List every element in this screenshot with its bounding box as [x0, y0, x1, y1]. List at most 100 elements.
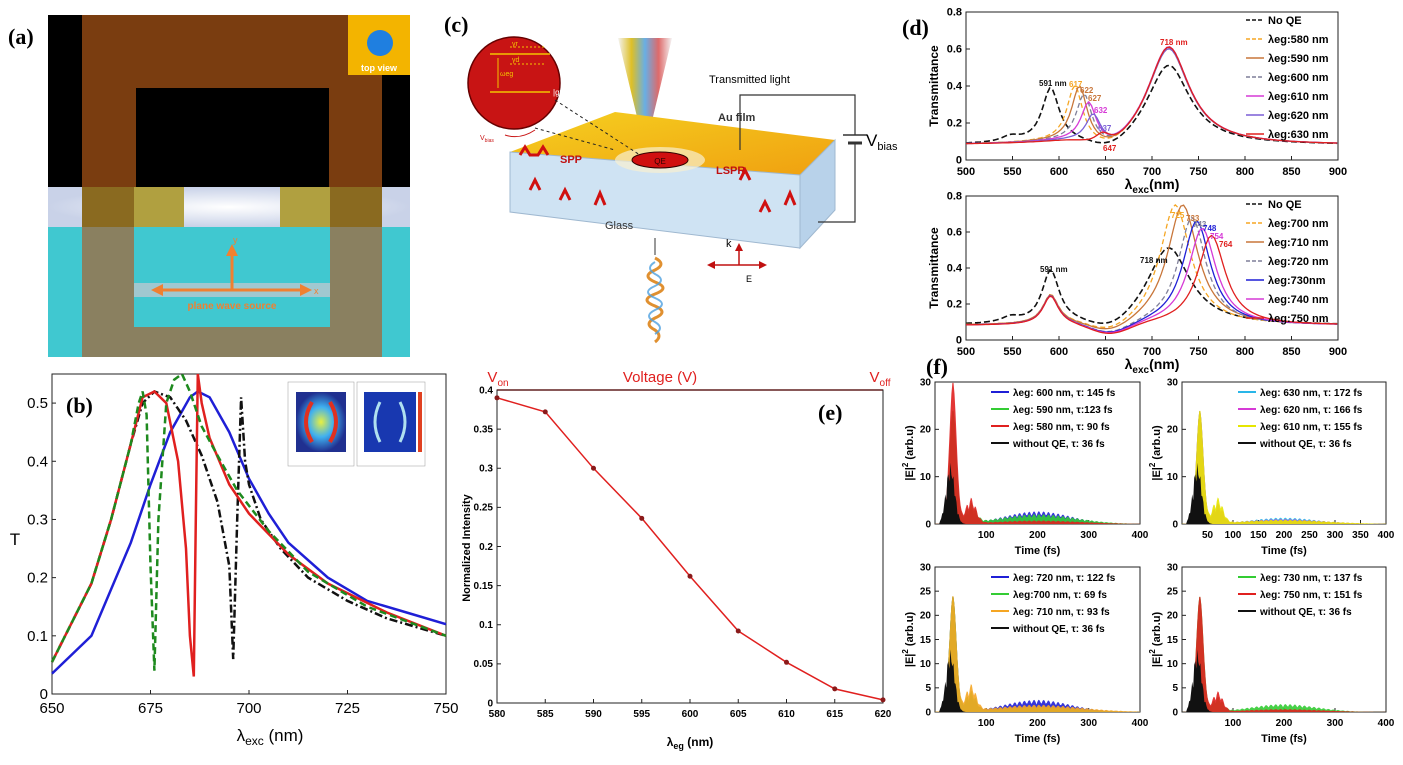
- panel-a: y x plane wave source top view (a): [8, 15, 410, 357]
- e-intensity-line: [496, 397, 884, 701]
- f2-chart: 50 100 150 200 250 300 350 400 0 10 20 30 λeg: 630 n…: [1148, 377, 1395, 557]
- y-tick-label: 0: [1172, 519, 1178, 530]
- b-series-blue: [51, 390, 447, 675]
- peak-annotation: 632: [1094, 106, 1108, 115]
- x-tick-label: 900: [1329, 346, 1347, 358]
- panel-label-e: (e): [818, 400, 842, 425]
- x-tick-label: 500: [957, 166, 975, 178]
- y-tick-label: 0: [40, 686, 48, 703]
- e-data-point: [880, 697, 886, 703]
- y-tick-label: 0: [925, 519, 931, 530]
- peak-annotation: 591 nm: [1040, 265, 1068, 274]
- legend-label: No QE: [1268, 15, 1302, 27]
- f3-ylabel: |E|2 (arb.u): [901, 612, 916, 668]
- y-tick-label: 0.4: [947, 263, 963, 275]
- d-bottom-ylabel: Transmittance: [927, 227, 941, 309]
- x-tick-label: 600: [1050, 166, 1068, 178]
- circuit-top: [739, 94, 856, 150]
- legend-label: λeg:700 nm: [1268, 218, 1329, 230]
- f4-chart: 100 200 300 400 0 5 10 15 20 25 30 λeg: 730 nm, τ: …: [1148, 562, 1395, 745]
- y-tick-label: 0.5: [27, 395, 48, 412]
- peak-annotation: 718 nm: [1140, 256, 1168, 265]
- x-tick-label: 605: [730, 709, 747, 720]
- y-tick-label: 0.8: [947, 191, 962, 203]
- k-label: k: [726, 238, 732, 250]
- f3-chart: 100 200 300 400 0 5 10 15 20 25 30 λeg: 720 nm, τ: …: [901, 562, 1149, 745]
- y-tick-label: 10: [920, 472, 932, 483]
- voltage-label: Voltage (V): [623, 369, 697, 386]
- circuit-bottom: [818, 143, 856, 223]
- y-tick-label: 0.2: [947, 299, 962, 311]
- x-tick-label: 615: [826, 709, 843, 720]
- y-tick-label: 0.3: [479, 464, 493, 475]
- x-tick-label: 620: [875, 709, 892, 720]
- y-tick-label: 0.1: [27, 628, 48, 645]
- x-tick-label: 750: [433, 700, 458, 717]
- f1-ylabel: |E|2 (arb.u): [901, 425, 916, 481]
- legend-label: λeg: 580 nm, τ: 90 fs: [1013, 422, 1110, 433]
- x-tick-label: 750: [1189, 346, 1207, 358]
- vbias-small: Vbias: [480, 135, 494, 144]
- y-tick-label: 0.4: [479, 385, 493, 396]
- peak-annotation: 725: [1171, 211, 1185, 220]
- e-data-point: [639, 515, 645, 521]
- e-data-point: [735, 628, 741, 634]
- panel-label-c: (c): [444, 12, 468, 37]
- x-tick-label: 100: [1225, 718, 1242, 729]
- b-inset: [287, 381, 426, 467]
- e-data-point: [687, 573, 693, 579]
- panel-label-f: (f): [926, 354, 948, 379]
- y-tick-label: 0.2: [479, 542, 493, 553]
- f3-plot-frame: [934, 566, 1141, 713]
- legend-label: λeg:610 nm: [1268, 91, 1329, 103]
- e-data-point: [494, 395, 500, 401]
- y-tick-label: 20: [1167, 425, 1179, 436]
- x-tick-label: 200: [1029, 530, 1046, 541]
- y-tick-label: 15: [1167, 635, 1179, 646]
- top-view-label: top view: [361, 63, 398, 73]
- y-tick-label: 0.6: [947, 227, 962, 239]
- f4-ylabel: |E|2 (arb.u): [1148, 612, 1163, 668]
- y-tick-label: 25: [920, 587, 932, 598]
- inset-map-f: [364, 392, 416, 452]
- f2-area-4: [1182, 462, 1386, 524]
- v-on-label: Von: [487, 369, 508, 389]
- x-tick-label: 650: [1096, 166, 1114, 178]
- v-off-label: Voff: [870, 369, 891, 389]
- x-tick-label: 50: [1202, 530, 1214, 541]
- b-xlabel: λexc (nm): [237, 726, 304, 748]
- x-tick-label: 500: [957, 346, 975, 358]
- x-tick-label: 550: [1003, 166, 1021, 178]
- x-tick-label: 200: [1276, 718, 1293, 729]
- gamma-d: γd: [512, 57, 520, 64]
- e-plot-frame: [496, 389, 884, 704]
- x-tick-label: 700: [236, 700, 261, 717]
- y-tick-label: 0.15: [474, 581, 494, 592]
- y-tick-label: 30: [1167, 377, 1179, 388]
- y-tick-label: 0.3: [27, 511, 48, 528]
- legend-label: λeg: 730 nm, τ: 137 fs: [1260, 573, 1363, 584]
- x-tick-label: 850: [1282, 166, 1300, 178]
- legend-label: without QE, τ: 36 fs: [1012, 439, 1105, 450]
- f1-area-4: [935, 462, 1140, 524]
- e-ylabel: Normalized Intensity: [461, 493, 473, 601]
- b-series-black: [50, 390, 447, 663]
- gamma-r: γr: [512, 41, 519, 48]
- x-tick-label: 200: [1029, 718, 1046, 729]
- d-bottom-series-6: [966, 234, 1338, 334]
- legend-label: λeg:720 nm: [1268, 256, 1329, 268]
- y-tick-label: 5: [925, 683, 931, 694]
- legend-label: λeg:590 nm: [1268, 53, 1329, 65]
- legend-label: λeg: 620 nm, τ: 166 fs: [1260, 405, 1363, 416]
- peak-annotation: 748: [1203, 224, 1217, 233]
- peak-annotation: 637: [1098, 124, 1112, 133]
- x-tick-label: 300: [1080, 718, 1097, 729]
- y-tick-label: 30: [920, 562, 932, 573]
- x-tick-label: 400: [1132, 530, 1149, 541]
- x-tick-label: 585: [537, 709, 554, 720]
- panel-d-bottom-chart: 500 550 600 650 700 750 800 850 900 0 0.2 0.4 0.6 0.8…: [927, 191, 1347, 376]
- y-tick-label: 0.8: [947, 7, 962, 19]
- y-tick-label: 5: [1172, 683, 1178, 694]
